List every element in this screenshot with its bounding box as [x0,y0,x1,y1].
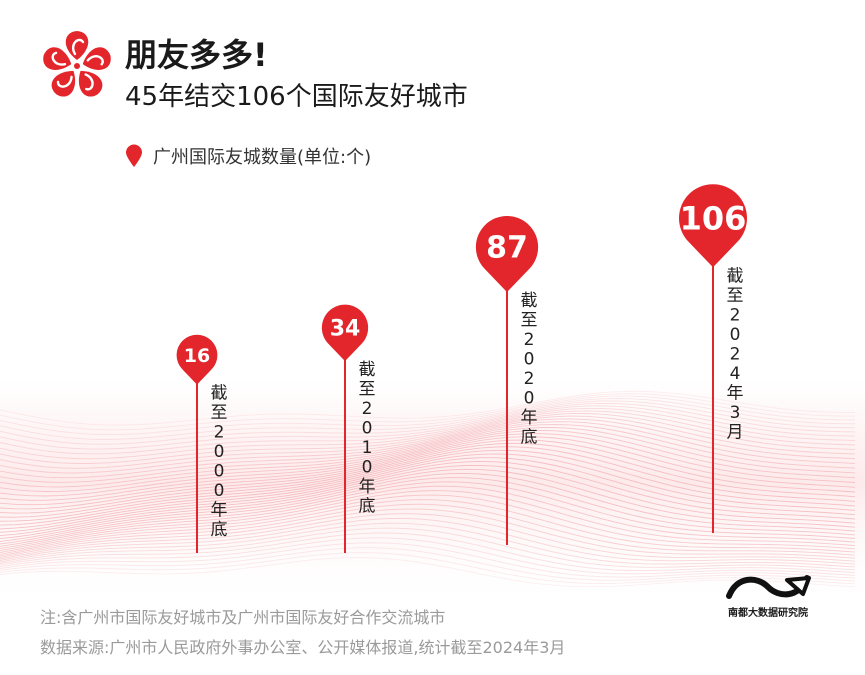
value-label: 87 [486,231,528,266]
legend-label: 广州国际友城数量(单位:个) [153,147,372,168]
legend: 广州国际友城数量(单位:个) [125,143,371,169]
pin-marker [475,215,539,293]
page-title: 朋友多多! [125,36,268,74]
page-subtitle: 45年结交106个国际友好城市 [125,82,468,112]
category-label: 截至 2 0 0 0 年底 [211,384,228,540]
brand: 南都大数据研究院 [718,574,818,619]
kapok-flower-icon [43,31,111,97]
value-label: 106 [680,200,747,238]
wave-logo-icon [726,575,811,599]
pin-marker [321,304,369,362]
value-label: 16 [184,345,210,367]
footnote: 注:含广州市国际友好城市及广州市国际友好合作交流城市 [40,608,446,627]
brand-name: 南都大数据研究院 [728,608,808,619]
data-source: 数据来源:广州市人民政府外事办公室、公开媒体报道,统计截至2024年3月 [40,638,566,657]
pin-marker [176,334,218,385]
pin-marker [679,184,747,268]
category-label: 截至 2 0 2 0 年底 [521,291,538,448]
category-label: 截至 2 0 1 0 年底 [359,360,376,516]
map-pin-icon [126,144,142,167]
category-label: 截至 2 0 2 4 年 3 月 [727,266,744,442]
value-label: 34 [330,316,361,341]
